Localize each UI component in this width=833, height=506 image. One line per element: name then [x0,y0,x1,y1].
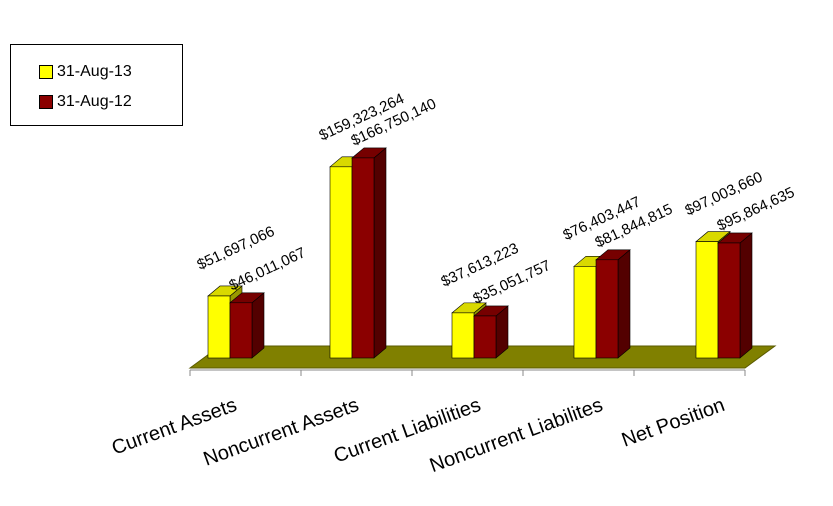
legend-item-series-2: 31-Aug-12 [39,93,132,111]
bar-side-2-4 [617,249,631,359]
bar-series-1-1 [207,295,231,359]
bar-series-1-3 [451,312,475,359]
legend-swatch-series-1 [39,65,53,79]
bar-side-2-2 [373,147,387,359]
bar-series-2-5 [717,242,741,359]
legend-label-series-1: 31-Aug-13 [57,63,132,80]
bar-series-2-3 [473,315,497,359]
x-tick-label-5: Net Position [619,394,728,452]
bar-series-1-2 [329,166,353,359]
chart-legend: 31-Aug-13 31-Aug-12 [10,44,183,126]
bar-series-2-1 [229,302,253,359]
bar-side-2-1 [251,292,265,359]
bar-series-1-5 [695,241,719,359]
bar-side-2-5 [739,232,753,359]
bar-series-2-4 [595,259,619,359]
bar-series-2-2 [351,157,375,359]
legend-label-series-2: 31-Aug-12 [57,93,132,110]
bar-series-1-4 [573,266,597,359]
legend-item-series-1: 31-Aug-13 [39,63,132,81]
legend-swatch-series-2 [39,95,53,109]
